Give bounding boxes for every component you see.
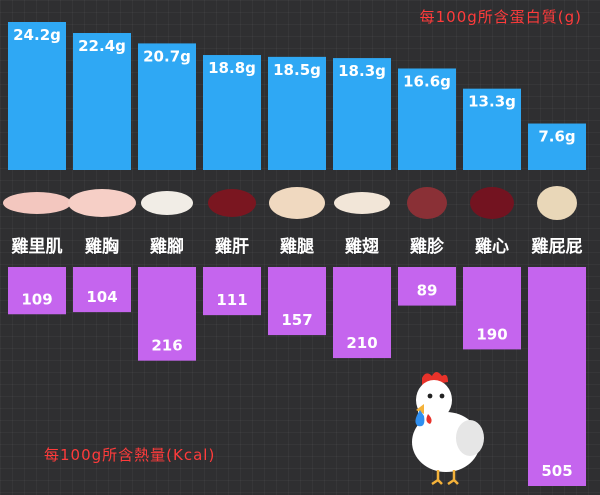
calorie-value-label: 190	[476, 325, 507, 343]
protein-bar	[333, 58, 391, 171]
calorie-value-label: 104	[86, 288, 117, 306]
protein-value-label: 16.6g	[403, 72, 451, 90]
calorie-bar	[333, 267, 391, 359]
calorie-value-label: 505	[541, 462, 572, 480]
calorie-bar	[398, 267, 456, 306]
calorie-bar	[73, 267, 131, 313]
protein-bar	[138, 43, 196, 171]
category-label: 雞里肌	[11, 236, 63, 257]
chicken-part-picture	[208, 189, 256, 217]
category-label: 雞翅	[344, 236, 379, 257]
chicken-part-picture	[141, 191, 193, 215]
calorie-value-label: 111	[216, 291, 247, 309]
crying-chicken-mascot-icon	[412, 372, 484, 485]
calorie-bar	[528, 267, 586, 486]
category-label: 雞胗	[409, 236, 445, 257]
protein-value-label: 22.4g	[78, 37, 126, 55]
calorie-value-label: 89	[417, 282, 438, 300]
chicken-part-picture	[269, 187, 325, 219]
calorie-value-label: 210	[346, 334, 377, 352]
chicken-part-picture	[3, 192, 71, 214]
protein-value-label: 18.3g	[338, 62, 386, 80]
chicken-part-picture	[68, 189, 136, 217]
calorie-bar	[268, 267, 326, 336]
protein-bar	[203, 55, 261, 170]
protein-value-label: 13.3g	[468, 93, 516, 111]
category-label: 雞屁屁	[531, 236, 583, 257]
protein-bar	[528, 123, 586, 170]
protein-value-label: 7.6g	[538, 128, 575, 146]
chicken-part-picture	[470, 187, 514, 219]
calorie-bar	[138, 267, 196, 361]
calorie-bar	[8, 267, 66, 315]
calorie-chart-title: 每100g所含熱量(Kcal)	[44, 446, 216, 464]
calorie-bar	[203, 267, 261, 316]
calorie-value-label: 157	[281, 311, 312, 329]
category-label: 雞肝	[214, 236, 249, 257]
calorie-value-label: 109	[21, 290, 52, 308]
protein-bar	[268, 56, 326, 170]
protein-value-label: 20.7g	[143, 47, 191, 65]
protein-value-label: 24.2g	[13, 26, 61, 44]
protein-bar	[8, 22, 66, 170]
category-label: 雞心	[474, 236, 509, 257]
protein-bar	[463, 88, 521, 170]
category-label: 雞腿	[279, 236, 314, 257]
protein-bar	[73, 33, 131, 170]
chicken-part-picture	[407, 187, 447, 219]
category-label: 雞胸	[84, 236, 119, 257]
chicken-part-picture	[537, 186, 577, 220]
protein-value-label: 18.5g	[273, 61, 321, 79]
protein-value-label: 18.8g	[208, 59, 256, 77]
chicken-part-picture	[334, 192, 390, 214]
category-label: 雞腳	[149, 236, 184, 257]
protein-chart-title: 每100g所含蛋白質(g)	[419, 8, 582, 26]
calorie-bar	[463, 267, 521, 350]
protein-bar	[398, 68, 456, 170]
calorie-value-label: 216	[151, 337, 182, 355]
